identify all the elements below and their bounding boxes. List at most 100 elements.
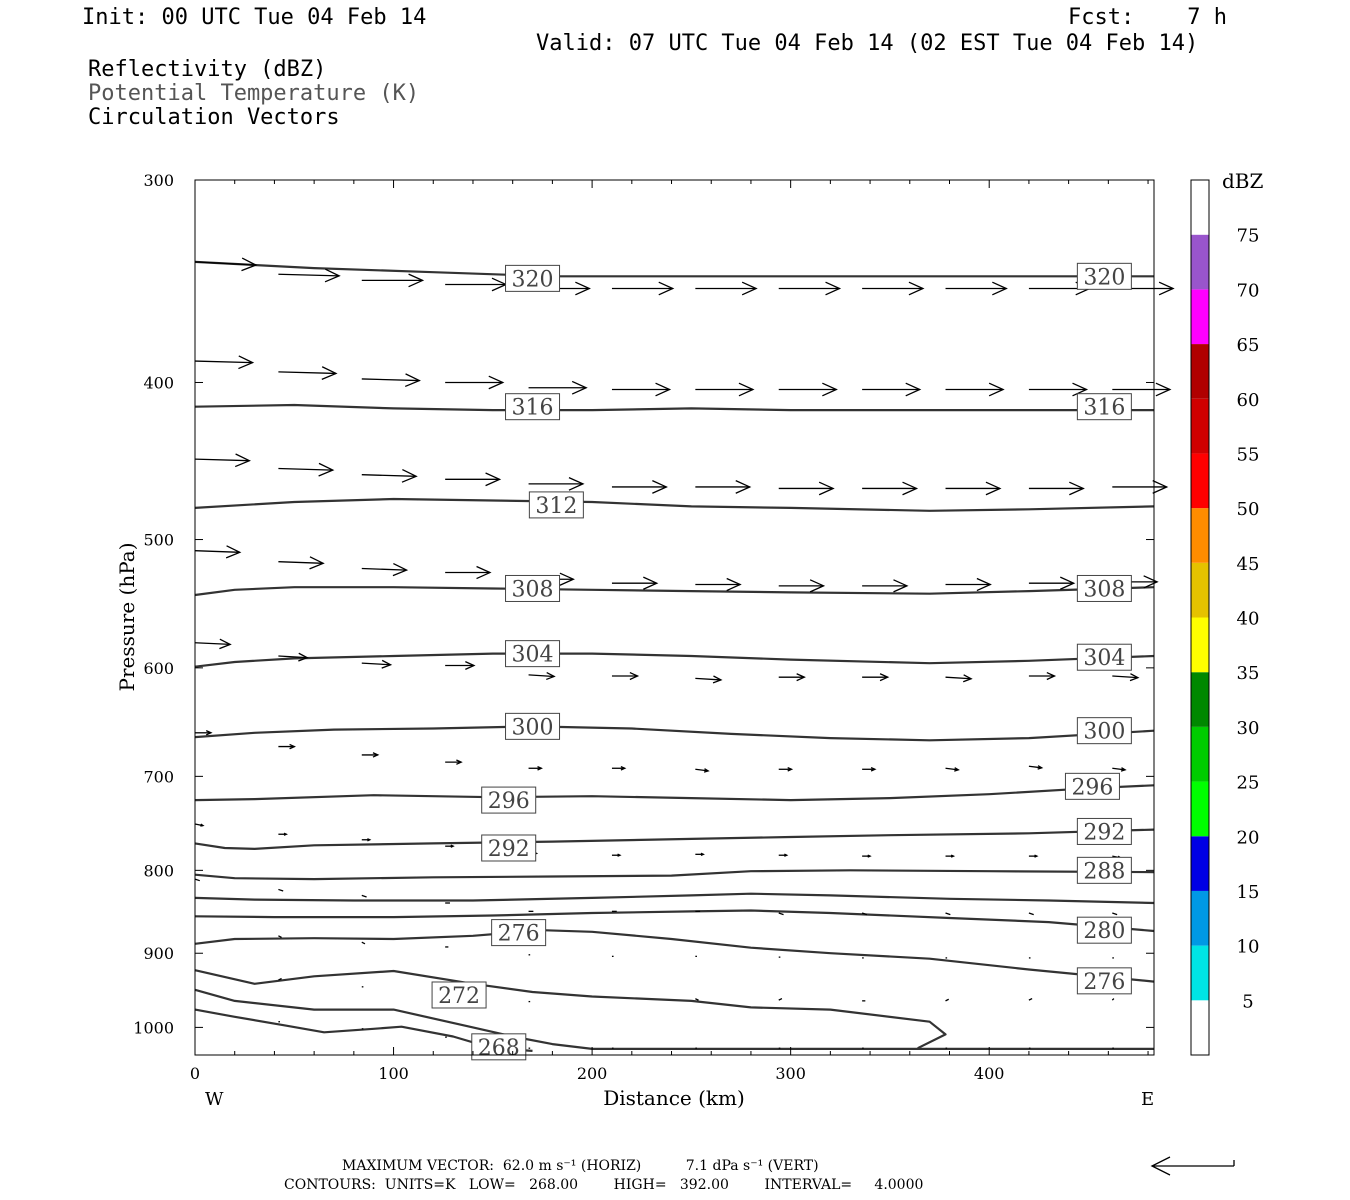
circulation-vector <box>862 281 925 296</box>
circulation-vector <box>611 576 659 590</box>
circulation-vector <box>278 888 284 892</box>
contour-label-292: 292 <box>481 834 537 862</box>
y-tick-label: 700 <box>143 767 174 786</box>
circulation-vector <box>611 382 672 397</box>
circulation-vector <box>361 752 380 758</box>
theta-contour-288 <box>194 869 1155 881</box>
circulation-vector <box>778 912 784 916</box>
theta-contour-316 <box>194 403 1154 412</box>
circulation-vector <box>945 854 956 858</box>
contour-label-272: 272 <box>431 981 487 1009</box>
contour-label-layer: 320 320 316 316 312 308 308 304 304 300 300 296 296 2… <box>431 262 1132 1061</box>
colorbar-level-label: 25 <box>1237 773 1260 794</box>
circulation-vector <box>611 480 668 494</box>
circulation-vector <box>1112 912 1118 916</box>
circulation-vector <box>361 894 367 898</box>
colorbar-swatch <box>1191 508 1209 563</box>
colorbar-level-label: 20 <box>1237 827 1260 848</box>
circulation-vector <box>862 854 872 858</box>
circulation-vector <box>278 935 282 939</box>
circulation-vector <box>695 852 705 856</box>
contour-label-320: 320 <box>505 264 561 292</box>
svg-text:268: 268 <box>478 1036 520 1061</box>
circulation-vector <box>778 853 789 857</box>
circulation-vector <box>695 480 752 494</box>
circulation-vector <box>695 768 710 773</box>
circulation-vector <box>1028 854 1039 858</box>
circulation-vector <box>1112 382 1172 397</box>
svg-text:316: 316 <box>1083 396 1125 421</box>
contour-label-308: 308 <box>1076 574 1132 602</box>
contour-label-276: 276 <box>491 919 547 947</box>
theta-contour-312 <box>194 497 1155 512</box>
contour-label-296: 296 <box>1064 772 1120 800</box>
svg-text:292: 292 <box>488 837 530 862</box>
vector-layer <box>194 257 1175 1049</box>
circulation-vector <box>945 998 950 1002</box>
circulation-vector <box>1028 576 1076 590</box>
circulation-vector <box>778 281 842 296</box>
svg-text:312: 312 <box>535 494 577 519</box>
circulation-vector <box>194 878 201 882</box>
contour-label-316: 316 <box>505 393 561 421</box>
field-label-reflectivity: Reflectivity (dBZ) <box>88 57 327 82</box>
circulation-vector <box>194 257 258 272</box>
colorbar-swatch <box>1191 1000 1209 1055</box>
contour-label-300: 300 <box>1076 717 1132 745</box>
contour-label-304: 304 <box>1076 643 1132 671</box>
colorbar-frame <box>1190 179 1210 1056</box>
circulation-vector <box>1112 480 1169 494</box>
svg-text:296: 296 <box>488 789 530 814</box>
circulation-vector <box>361 838 372 842</box>
x-end-label-west: W <box>205 1089 224 1110</box>
circulation-vector <box>278 743 296 750</box>
colorbar-swatch <box>1191 836 1209 891</box>
circulation-vector <box>278 977 282 981</box>
circulation-vector <box>862 382 922 397</box>
svg-text:296: 296 <box>1071 775 1113 800</box>
svg-text:316: 316 <box>512 396 554 421</box>
circulation-vector <box>1111 998 1115 1001</box>
circulation-vector <box>778 382 838 397</box>
colorbar-level-label: 55 <box>1237 444 1260 465</box>
circulation-vector <box>1028 671 1057 681</box>
max-vector-note: MAXIMUM VECTOR: 62.0 m s⁻¹ (HORIZ) 7.1 d… <box>342 1158 819 1174</box>
circulation-vector <box>611 765 627 771</box>
axes-layer: 300 400 500 600 700 800 900 1000 0 100 200 300 400 <box>133 171 1154 1083</box>
circulation-vector <box>778 997 783 1001</box>
circulation-vector <box>778 481 835 496</box>
svg-text:304: 304 <box>512 643 554 668</box>
theta-contour-276 <box>194 929 1155 983</box>
circulation-vector <box>695 675 723 684</box>
circulation-vector <box>1028 765 1044 770</box>
colorbar-level-label: 30 <box>1237 718 1260 739</box>
colorbar-swatch <box>1191 234 1209 290</box>
circulation-vector <box>1112 673 1140 682</box>
circulation-vector <box>195 730 213 736</box>
colorbar-level-label: 50 <box>1237 499 1260 520</box>
colorbar-level-label: 65 <box>1237 335 1260 356</box>
circulation-vector <box>1112 767 1127 772</box>
forecast-hour: Fcst: 7 h <box>1068 5 1227 30</box>
circulation-vector <box>695 577 742 592</box>
circulation-vector <box>278 832 288 836</box>
reference-vector <box>1150 1156 1235 1176</box>
colorbar-swatch <box>1191 890 1209 946</box>
y-tick-label: 500 <box>143 531 174 550</box>
circulation-vector <box>945 281 1008 296</box>
x-end-label-east: E <box>1141 1089 1154 1110</box>
field-label-theta: Potential Temperature (K) <box>88 81 420 106</box>
plot-frame <box>194 179 1155 1056</box>
svg-text:308: 308 <box>1083 577 1125 602</box>
circulation-vector <box>445 277 508 292</box>
theta-contour-296 <box>194 784 1155 802</box>
contour-label-268: 268 <box>471 1033 527 1061</box>
circulation-vector <box>278 652 309 662</box>
circulation-vector <box>945 674 973 683</box>
contour-label-316: 316 <box>1076 393 1132 421</box>
theta-contour-272 <box>194 969 947 1050</box>
circulation-vector <box>278 462 335 477</box>
y-tick-label: 600 <box>143 659 174 678</box>
svg-text:320: 320 <box>512 267 554 292</box>
